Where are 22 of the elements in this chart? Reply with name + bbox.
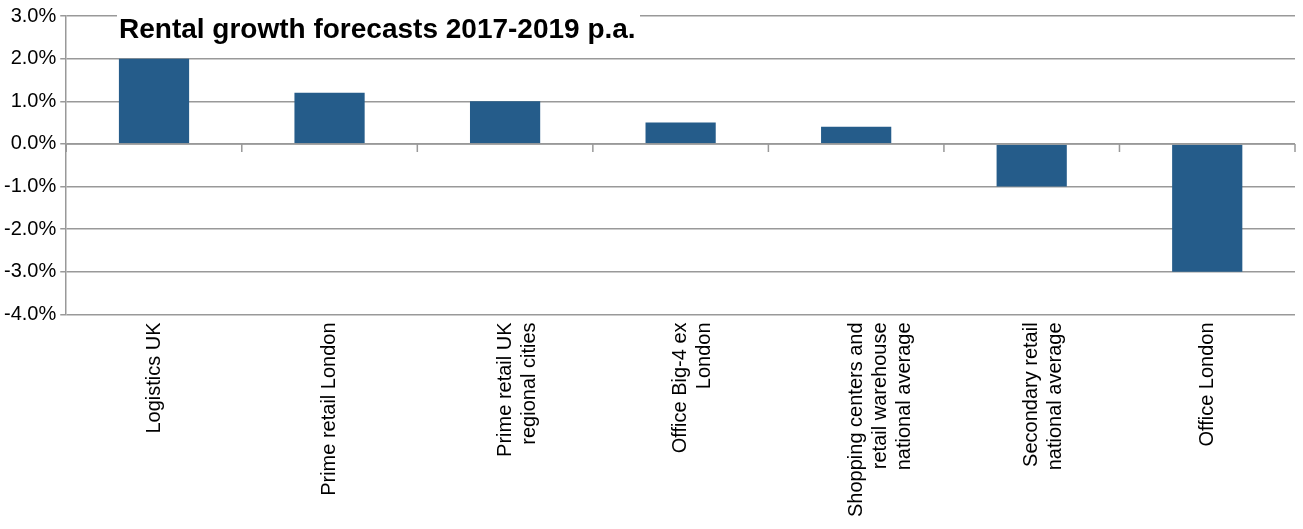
- bar: [1172, 144, 1243, 272]
- chart-title: Rental growth forecasts 2017-2019 p.a.: [117, 12, 640, 46]
- bar: [996, 144, 1067, 187]
- x-tick-label: Office London: [1194, 322, 1217, 447]
- y-tick-label: -2.0%: [4, 216, 57, 239]
- y-tick-label: 3.0%: [10, 3, 57, 26]
- x-tick-label: Shopping centers and retail warehouse national average: [843, 322, 914, 517]
- bar: [294, 92, 365, 144]
- x-tick-label: Prime retail UK regional cities: [492, 321, 539, 457]
- y-tick-label: -4.0%: [4, 301, 57, 324]
- y-tick-label: 2.0%: [10, 46, 57, 69]
- bar: [821, 126, 892, 144]
- y-tick-label: 1.0%: [10, 88, 57, 111]
- bar: [118, 58, 190, 144]
- y-tick-label: -3.0%: [4, 259, 57, 282]
- bar: [469, 101, 541, 144]
- bar: [645, 122, 716, 144]
- x-tick-label: Office Big-4 ex London: [668, 322, 715, 454]
- x-tick-label: Logistics UK: [141, 321, 164, 434]
- x-tick-label: Prime retail London: [317, 322, 340, 496]
- y-tick-label: -1.0%: [4, 174, 57, 197]
- y-tick-label: 0.0%: [10, 131, 57, 154]
